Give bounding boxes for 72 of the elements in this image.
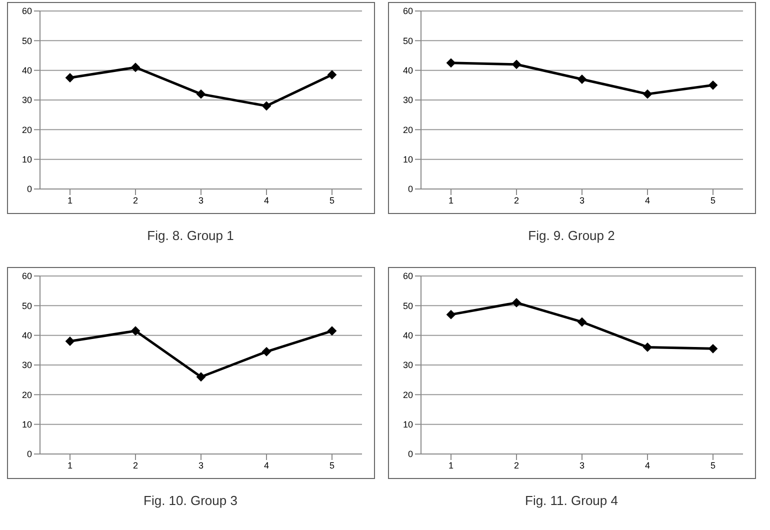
point	[327, 326, 336, 336]
x-tick-label: 4	[644, 460, 650, 470]
x-tick-label: 4	[644, 195, 650, 206]
x-tick-label: 5	[710, 195, 716, 206]
point	[262, 101, 270, 110]
y-tick-label: 30	[402, 95, 412, 106]
y-tick-label: 10	[21, 420, 32, 430]
y-tick-label: 40	[402, 330, 412, 341]
y-tick-label: 10	[402, 154, 412, 165]
y-tick-label: 50	[21, 36, 32, 46]
x-tick-label: 2	[132, 460, 138, 470]
y-tick-label: 30	[21, 360, 32, 370]
y-tick-label: 0	[26, 184, 32, 194]
y-tick-label: 30	[21, 95, 32, 106]
y-tick-label: 20	[21, 124, 32, 135]
x-tick-label: 4	[263, 195, 269, 206]
x-tick-label: 2	[513, 195, 519, 206]
point	[65, 73, 74, 82]
text: Fig. 9. Group 2	[527, 228, 616, 243]
x-tick-label: 5	[710, 460, 716, 470]
point	[708, 80, 717, 90]
x-tick-label: 1	[448, 460, 454, 470]
point	[262, 347, 270, 356]
y-tick-label: 60	[21, 271, 32, 282]
y-tick-label: 50	[402, 300, 412, 311]
text: Fig. 10. Group 3	[142, 493, 238, 508]
y-tick-label: 50	[402, 36, 412, 46]
point	[708, 344, 717, 354]
y-tick-label: 0	[407, 449, 412, 460]
y-tick-label: 10	[402, 420, 412, 430]
y-tick-label: 50	[21, 300, 32, 311]
x-tick-label: 4	[263, 460, 269, 470]
x-tick-label: 3	[198, 195, 204, 206]
y-tick-label: 20	[402, 390, 412, 400]
y-tick-label: 0	[26, 449, 32, 460]
point	[446, 310, 455, 320]
y-tick-label: 0	[407, 184, 412, 194]
y-tick-label: 40	[21, 330, 32, 341]
point	[327, 70, 336, 80]
y-tick-label: 40	[21, 66, 32, 76]
x-tick-label: 3	[578, 460, 584, 470]
x-tick-label: 3	[578, 195, 584, 206]
x-tick-label: 1	[66, 460, 72, 470]
y-tick-label: 60	[402, 271, 412, 282]
x-tick-label: 2	[132, 195, 138, 206]
x-tick-label: 3	[198, 460, 204, 470]
point	[130, 62, 140, 72]
y-tick-label: 40	[402, 66, 412, 76]
y-tick-label: 10	[21, 154, 32, 165]
y-tick-label: 60	[21, 6, 32, 16]
point	[196, 372, 205, 382]
point	[642, 90, 652, 99]
y-tick-label: 20	[402, 124, 412, 135]
x-tick-label: 5	[328, 460, 334, 470]
text: Fig. 8. Group 1	[146, 228, 235, 243]
x-tick-label: 2	[513, 460, 519, 470]
y-tick-label: 60	[402, 6, 412, 16]
point	[512, 60, 520, 69]
point	[512, 298, 520, 308]
point	[196, 90, 205, 99]
point	[65, 336, 74, 346]
point	[130, 326, 140, 336]
x-tick-label: 1	[66, 195, 72, 206]
y-tick-label: 30	[402, 360, 412, 370]
x-tick-label: 5	[328, 195, 334, 206]
point	[446, 58, 455, 68]
y-tick-label: 20	[21, 390, 32, 400]
x-tick-label: 1	[448, 195, 454, 206]
point	[577, 317, 586, 326]
point	[577, 74, 586, 84]
text: Fig. 11. Group 4	[524, 493, 619, 508]
point	[642, 342, 652, 352]
